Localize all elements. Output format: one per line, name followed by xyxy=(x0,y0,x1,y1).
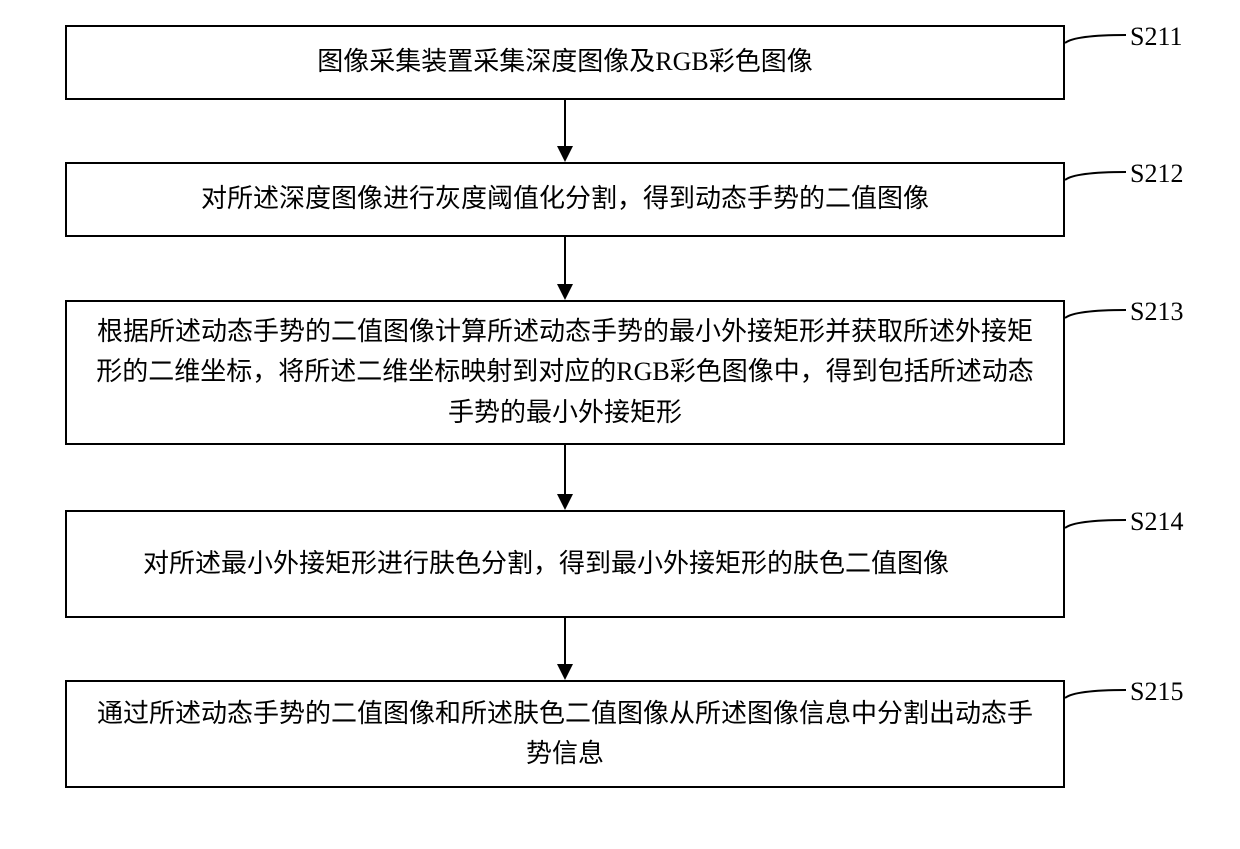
flow-node-text: 对所述深度图像进行灰度阈值化分割，得到动态手势的二值图像 xyxy=(91,179,1039,219)
flow-node-s215: 通过所述动态手势的二值图像和所述肤色二值图像从所述图像信息中分割出动态手势信息 xyxy=(65,680,1065,788)
leader-line-s213 xyxy=(1061,280,1130,340)
flow-node-s213: 根据所述动态手势的二值图像计算所述动态手势的最小外接矩形并获取所述外接矩形的二维… xyxy=(65,300,1065,445)
flow-arrow-s213-s214 xyxy=(549,445,581,510)
leader-line-s211 xyxy=(1061,5,1130,65)
flow-node-s214: 对所述最小外接矩形进行肤色分割，得到最小外接矩形的肤色二值图像 xyxy=(65,510,1065,618)
flow-node-s212: 对所述深度图像进行灰度阈值化分割，得到动态手势的二值图像 xyxy=(65,162,1065,237)
step-label-s212: S212 xyxy=(1130,159,1183,189)
step-label-s214: S214 xyxy=(1130,507,1183,537)
flow-node-text: 对所述最小外接矩形进行肤色分割，得到最小外接矩形的肤色二值图像 xyxy=(91,544,1039,584)
step-label-s215: S215 xyxy=(1130,677,1183,707)
flowchart-canvas: 图像采集装置采集深度图像及RGB彩色图像 S211 对所述深度图像进行灰度阈值化分割… xyxy=(0,0,1240,849)
step-label-s213: S213 xyxy=(1130,297,1183,327)
leader-line-s212 xyxy=(1061,142,1130,202)
flow-node-s211: 图像采集装置采集深度图像及RGB彩色图像 xyxy=(65,25,1065,100)
flow-node-text: 根据所述动态手势的二值图像计算所述动态手势的最小外接矩形并获取所述外接矩形的二维… xyxy=(91,312,1039,433)
leader-line-s215 xyxy=(1061,660,1130,720)
step-label-s211: S211 xyxy=(1130,22,1183,52)
flow-node-text: 图像采集装置采集深度图像及RGB彩色图像 xyxy=(91,42,1039,82)
flow-arrow-s212-s213 xyxy=(549,237,581,300)
flow-node-text: 通过所述动态手势的二值图像和所述肤色二值图像从所述图像信息中分割出动态手势信息 xyxy=(91,694,1039,775)
flow-arrow-s211-s212 xyxy=(549,100,581,162)
leader-line-s214 xyxy=(1061,490,1130,550)
flow-arrow-s214-s215 xyxy=(549,618,581,680)
